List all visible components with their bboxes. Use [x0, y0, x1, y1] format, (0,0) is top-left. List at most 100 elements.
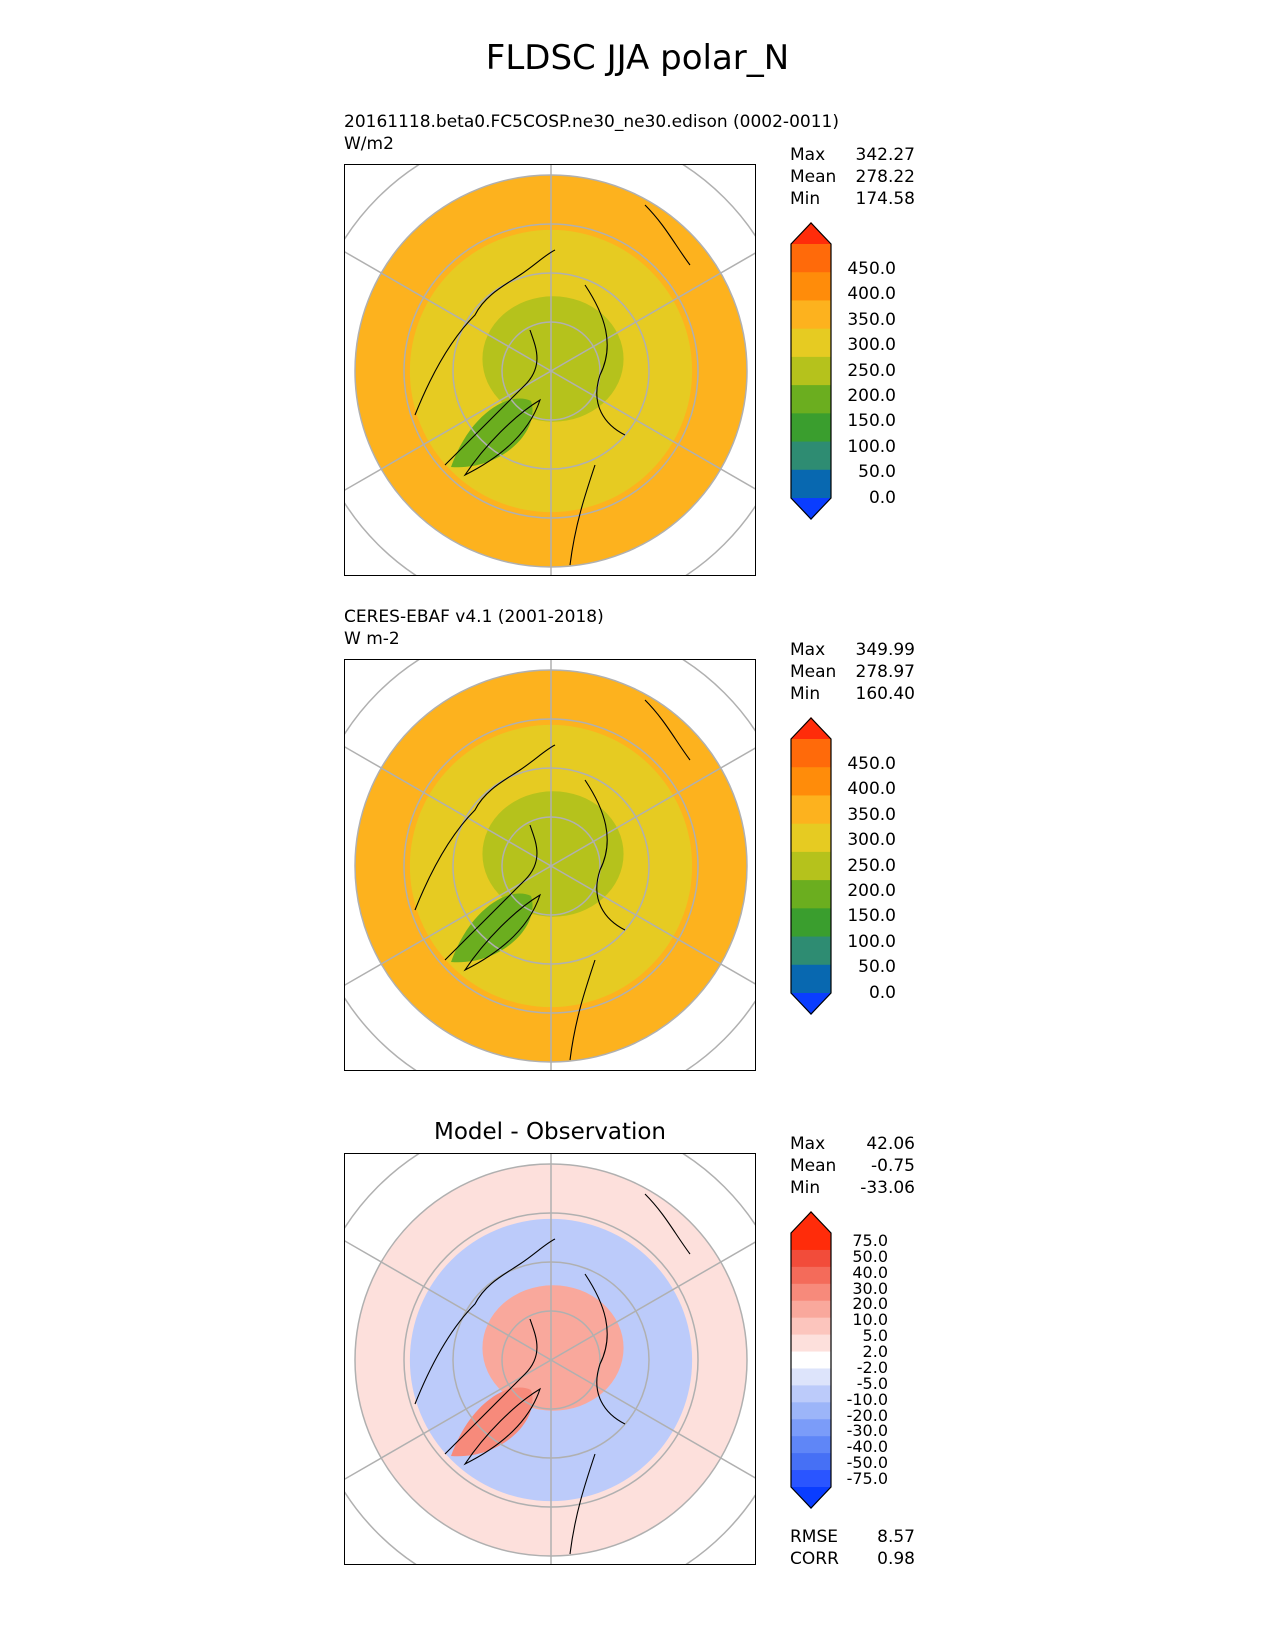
- coastline-siberia: [584, 1273, 626, 1425]
- panel-2-title: CERES-EBAF v4.1 (2001-2018) W m-2: [344, 606, 604, 650]
- colorbar-tick-label: -75.0: [846, 1469, 888, 1489]
- panel-3-colorbar: [788, 1211, 834, 1509]
- meridian-line: [550, 747, 755, 867]
- colorbar-tick-label: 50.0: [858, 462, 896, 483]
- panel-1-stat-max: Max 342.27: [790, 145, 915, 165]
- colorbar-segment: [791, 328, 831, 358]
- colorbar-segment: [791, 767, 831, 796]
- coastline-archipelago: [444, 329, 538, 466]
- map-coastlines: [414, 1193, 691, 1555]
- panel-1-colorbar: [788, 222, 834, 520]
- coastline-north-america: [414, 1238, 556, 1405]
- colorbar-tick-label: 400.0: [847, 779, 896, 800]
- colorbar-tick-label: 250.0: [847, 855, 896, 876]
- colorbar-segment: [791, 1470, 831, 1488]
- panel-3-stat-mean: Mean -0.75: [790, 1156, 915, 1176]
- panel-2-colorbar: [788, 717, 834, 1015]
- colorbar-segment: [791, 1283, 831, 1302]
- colorbar-tick-label: 200.0: [847, 880, 896, 901]
- panel-2-map: [344, 659, 756, 1071]
- colorbar-segment: [791, 385, 831, 414]
- coastline-siberia: [584, 284, 626, 436]
- colorbar-tick-label: 250.0: [847, 360, 896, 381]
- coastline-alaska: [644, 1193, 691, 1255]
- colorbar-tick-label: 30.0: [852, 1278, 888, 1298]
- colorbar-segment: [791, 1436, 831, 1454]
- colorbar-tick-label: 350.0: [847, 309, 896, 330]
- colorbar-segment: [791, 823, 831, 853]
- colorbar-segment: [791, 936, 831, 966]
- panel-2-stat-min: Min 160.40: [790, 684, 915, 704]
- colorbar-tick-label: 50.0: [852, 1246, 888, 1266]
- colorbar-segment: [791, 1233, 831, 1251]
- panel-3-colorbar-svg: [790, 1211, 832, 1509]
- colorbar-tick-label: 50.0: [858, 957, 896, 978]
- colorbar-tick-label: -40.0: [846, 1437, 888, 1457]
- colorbar-tick-label: -5.0: [856, 1373, 888, 1393]
- panel-2-title-line1: CERES-EBAF v4.1 (2001-2018): [344, 607, 604, 627]
- colorbar-segment: [791, 1453, 831, 1471]
- panel-1-map-svg: [345, 165, 755, 575]
- colorbar-tick-label: 100.0: [847, 931, 896, 952]
- panel-3-map-svg: [345, 1154, 755, 1564]
- panel-2-units: W m-2: [344, 629, 400, 649]
- panel-3-stats: Max 42.06 Mean -0.75 Min -33.06: [790, 1133, 915, 1199]
- colorbar-tick-label: 100.0: [847, 436, 896, 457]
- coastline-alaska: [644, 204, 691, 266]
- colorbar-segment: [791, 1419, 831, 1437]
- meridian-line: [345, 746, 552, 867]
- coastline-north-america: [414, 744, 556, 911]
- panel-1-colorbar-svg: [790, 222, 832, 520]
- colorbar-tick-label: 10.0: [852, 1310, 888, 1330]
- coastline-europe: [569, 1453, 596, 1555]
- panel-1-title: 20161118.beta0.FC5COSP.ne30_ne30.edison …: [344, 111, 839, 155]
- panel-2-colorbar-labels: 450.0 400.0 350.0 300.0 250.0 200.0 150.0 100.0…: [838, 717, 896, 1015]
- panel-2-stats: Max 349.99 Mean 278.97 Min 160.40: [790, 639, 915, 705]
- colorbar-tick-label: -2.0: [856, 1357, 888, 1377]
- colorbar-tick-label: 300.0: [847, 830, 896, 851]
- colorbar-outline: [790, 717, 832, 1015]
- colorbar-segments: [790, 222, 832, 520]
- meridian-line: [345, 865, 552, 986]
- colorbar-tick-label: 200.0: [847, 385, 896, 406]
- map-coastlines: [414, 204, 691, 566]
- coastline-greenland: [463, 398, 541, 477]
- colorbar-tick-label: 300.0: [847, 335, 896, 356]
- colorbar-tick-label: 450.0: [847, 753, 896, 774]
- colorbar-tick-label: -20.0: [846, 1405, 888, 1425]
- colorbar-segment: [791, 300, 831, 330]
- colorbar-tick-label: -50.0: [846, 1453, 888, 1473]
- panel-3-rmse: RMSE 8.57: [790, 1527, 915, 1547]
- panel-1-title-line1: 20161118.beta0.FC5COSP.ne30_ne30.edison …: [344, 112, 839, 132]
- colorbar-segment: [791, 908, 831, 938]
- panel-3-stat-max: Max 42.06: [790, 1134, 915, 1154]
- panel-1-map: [344, 164, 756, 576]
- colorbar-segments: [790, 1211, 832, 1509]
- colorbar-tick-label: 2.0: [862, 1342, 888, 1362]
- coastline-greenland: [463, 893, 541, 972]
- panel-1-units: W/m2: [344, 134, 394, 154]
- colorbar-tick-label: -30.0: [846, 1421, 888, 1441]
- colorbar-segment: [791, 964, 831, 994]
- field-greenland: [451, 893, 533, 963]
- colorbar-tick-label: 350.0: [847, 804, 896, 825]
- colorbar-segment: [791, 1385, 831, 1403]
- colorbar-max-extend: [791, 222, 831, 244]
- coastline-greenland: [463, 1387, 541, 1466]
- colorbar-segment: [791, 244, 831, 273]
- colorbar-tick-label: -10.0: [846, 1389, 888, 1409]
- colorbar-max-extend: [791, 1211, 831, 1233]
- colorbar-tick-label: 5.0: [862, 1326, 888, 1346]
- map-coastlines: [414, 699, 691, 1061]
- colorbar-segment: [791, 1249, 831, 1268]
- coastline-siberia: [584, 779, 626, 931]
- coastline-europe: [569, 959, 596, 1061]
- coastline-archipelago: [444, 824, 538, 961]
- panel-2-colorbar-svg: [790, 717, 832, 1015]
- meridian-line: [345, 1359, 552, 1480]
- colorbar-tick-label: 0.0: [868, 487, 896, 508]
- panel-3-map: [344, 1153, 756, 1565]
- colorbar-segment: [791, 795, 831, 825]
- coastline-alaska: [644, 699, 691, 761]
- meridian-line: [345, 370, 552, 491]
